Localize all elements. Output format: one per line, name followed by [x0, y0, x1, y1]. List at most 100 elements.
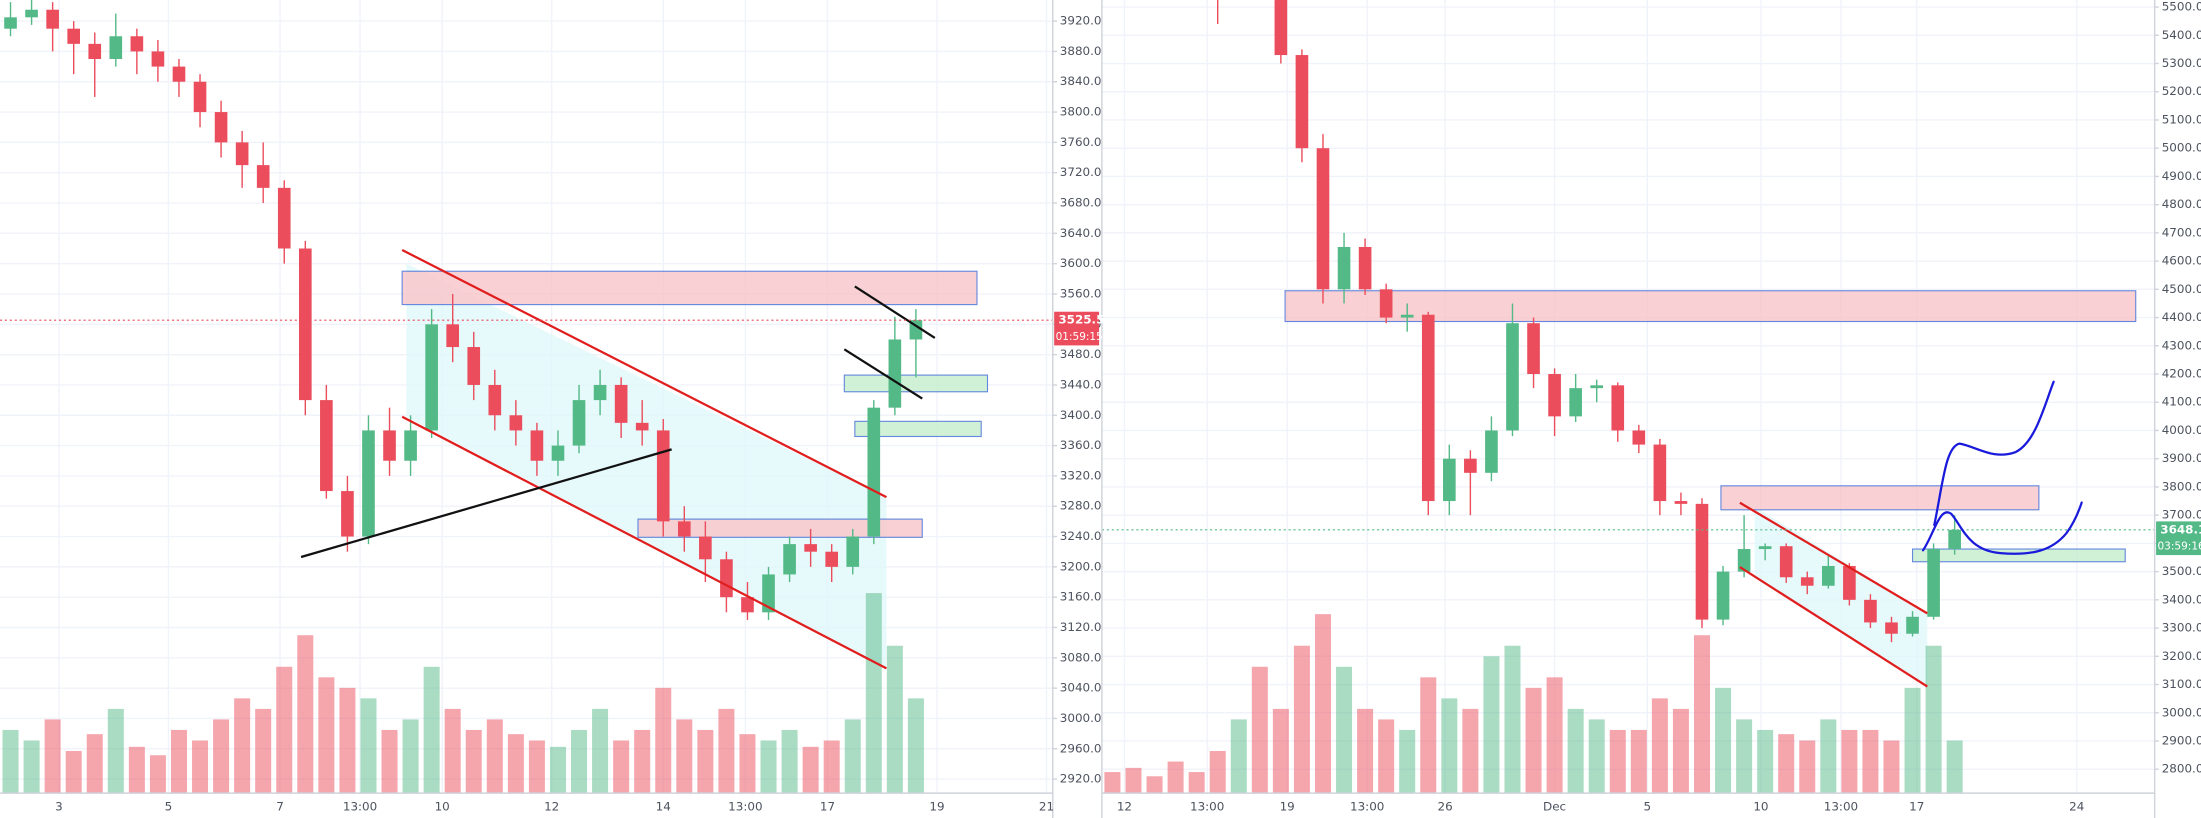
candle-body — [635, 422, 649, 431]
channel-fill — [1754, 506, 1928, 687]
candle-body — [172, 66, 186, 82]
candle-body — [1906, 616, 1919, 634]
x-tick-label: 14 — [656, 800, 671, 814]
volume-bar — [402, 719, 419, 794]
x-tick-label: 21 — [1039, 800, 1054, 814]
x-tick-label: 13:00 — [1190, 800, 1224, 814]
volume-bar — [360, 698, 377, 794]
y-tick-label: 3320.0 — [1060, 468, 1102, 482]
volume-bar — [1462, 708, 1479, 794]
volume-bar — [276, 666, 293, 794]
y-tick-label: 3880.0 — [1060, 44, 1102, 58]
volume-bar — [1630, 729, 1647, 794]
candle-body — [677, 521, 691, 537]
y-tick-label: 3120.0 — [1060, 620, 1102, 634]
trend-line — [401, 249, 887, 499]
candle-body — [509, 415, 523, 431]
x-tick-label: 10 — [435, 800, 450, 814]
volume-bar — [423, 666, 440, 794]
candle-body — [1716, 571, 1730, 620]
volume-bar — [1125, 767, 1142, 794]
volume-bar — [1904, 687, 1921, 794]
y-tick-label: 3200.0 — [1060, 559, 1102, 573]
candle-body — [867, 407, 881, 537]
volume-bar — [1336, 666, 1353, 794]
y-tick-label: 3560.0 — [1060, 286, 1102, 300]
candle-body — [1527, 323, 1540, 375]
candle-body — [1843, 565, 1856, 600]
volume-bar — [571, 729, 588, 794]
volume-bar — [739, 734, 756, 794]
y-tick-label: 5200.0 — [2162, 84, 2201, 98]
volume-bar — [592, 708, 609, 794]
y-tick-label: 4800.0 — [2162, 197, 2201, 211]
volume-bar — [1483, 656, 1500, 794]
y-tick-label: 3680.0 — [1060, 196, 1102, 210]
y-tick-label: 3920.0 — [1060, 14, 1102, 28]
y-tick-label: 3440.0 — [1060, 377, 1102, 391]
candle-body — [1611, 385, 1625, 431]
candle-body — [572, 400, 586, 446]
y-tick-label: 3720.0 — [1060, 165, 1102, 179]
trend-line — [401, 415, 887, 670]
volume-bar — [1230, 719, 1247, 794]
candle-body — [1927, 549, 1940, 617]
volume-bar — [107, 708, 124, 794]
candle-body — [1358, 246, 1372, 290]
volume-bar — [1314, 614, 1331, 794]
volume-bar — [1546, 677, 1563, 794]
y-tick-label: 3480.0 — [1060, 347, 1102, 361]
volume-bar — [1925, 645, 1942, 794]
candle-body — [1737, 549, 1751, 572]
volume-bar — [318, 677, 335, 794]
volume-bar — [1672, 708, 1689, 794]
y-tick-label: 3700.0 — [2162, 508, 2201, 522]
candle-body — [1590, 385, 1604, 389]
volume-bar — [1293, 645, 1310, 794]
candle-body — [1822, 565, 1835, 586]
y-tick-label: 3000.0 — [2162, 705, 2201, 719]
volume-bar — [486, 719, 503, 794]
volume-bar — [255, 708, 272, 794]
candle-body — [1800, 577, 1814, 586]
candle-body — [88, 43, 102, 60]
volume-bar — [1272, 708, 1289, 794]
y-tick-label: 5500.0 — [2162, 0, 2201, 14]
candle-body — [1569, 388, 1582, 417]
y-tick-label: 3300.0 — [2162, 621, 2201, 635]
y-tick-label: 4600.0 — [2162, 254, 2201, 268]
volume-bar — [1757, 729, 1774, 794]
candle-body — [1674, 501, 1688, 504]
trend-line — [1739, 501, 1928, 615]
y-tick-label: 4000.0 — [2162, 423, 2201, 437]
candle-body — [846, 536, 860, 567]
candle-body — [1400, 314, 1414, 318]
x-tick-label: 7 — [276, 800, 284, 814]
zone — [843, 374, 989, 393]
volume-bar — [1104, 772, 1121, 794]
candle-body — [341, 491, 354, 537]
candle-body — [888, 339, 902, 408]
volume-bar — [339, 687, 356, 794]
y-tick-label: 3400.0 — [2162, 592, 2201, 606]
x-tick-label: 3 — [55, 800, 63, 814]
candle-body — [656, 430, 670, 522]
candle-body — [383, 430, 396, 461]
volume-bar — [1693, 635, 1710, 794]
candle-body — [1379, 289, 1393, 318]
left-plot — [0, 0, 1053, 794]
candle-body — [467, 347, 481, 385]
volume-bar — [44, 719, 61, 794]
volume-bar — [1736, 719, 1753, 794]
volume-bar — [1820, 719, 1837, 794]
candle-body — [1316, 148, 1330, 290]
countdown-label: 03:59:16 — [2157, 541, 2201, 553]
zone — [637, 518, 923, 538]
x-tick-label: 24 — [2069, 800, 2084, 814]
x-tick-label: 13:00 — [728, 800, 762, 814]
channel-fill — [406, 263, 887, 669]
volume-bar — [192, 740, 209, 794]
volume-bar — [1167, 761, 1184, 794]
volume-bar — [1588, 719, 1605, 794]
